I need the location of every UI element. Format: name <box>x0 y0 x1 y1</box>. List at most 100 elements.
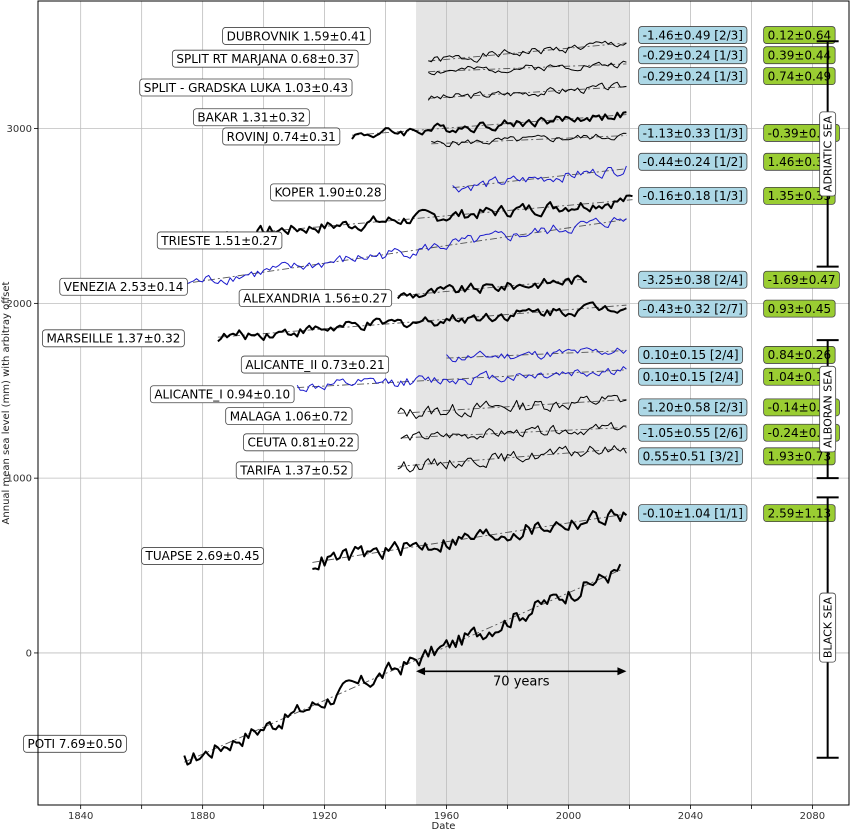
station-label-frame <box>243 433 359 452</box>
difference-box: -1.13±0.33 [1/3] <box>638 124 748 142</box>
difference-box: -1.05±0.55 [2/6] <box>638 423 748 442</box>
trend-line <box>452 168 627 189</box>
difference-box-text: -1.13±0.33 [1/3] <box>643 126 743 140</box>
difference-box-frame <box>638 186 748 205</box>
series-line <box>217 301 627 343</box>
station-label-frame <box>238 289 393 308</box>
recent-rate-box-frame <box>763 186 836 205</box>
region-label: BLACK SEA <box>819 592 837 663</box>
x-axis-label: Date <box>432 821 456 829</box>
region-bracket: ADRIATIC SEA <box>816 40 839 268</box>
region-label: ADRIATIC SEA <box>819 111 837 197</box>
trend-line <box>397 447 627 467</box>
recent-rate-box: 2.59±1.13 <box>763 504 836 523</box>
x-tick-label: 2080 <box>800 811 825 822</box>
series-line <box>351 111 627 140</box>
difference-box: -0.16±0.18 [1/3] <box>638 186 748 205</box>
region-label-frame <box>819 592 837 663</box>
station-label: MARSEILLE 1.37±0.32 <box>42 329 185 348</box>
recent-rate-box-text: 1.35±0.33 <box>768 189 832 203</box>
recent-rate-box: 0.12±0.64 <box>763 26 836 44</box>
difference-box-frame <box>638 270 748 289</box>
difference-box-frame <box>638 46 748 65</box>
station-label: ALICANTE_II 0.73±0.21 <box>240 355 390 374</box>
series-line <box>296 366 627 393</box>
difference-box-frame <box>638 447 744 466</box>
plot-frame <box>37 0 850 806</box>
station-label-frame <box>59 277 188 296</box>
x-tick-label: 2000 <box>556 811 581 822</box>
series-line <box>183 563 622 766</box>
y-tick-label: 3000 <box>7 124 32 135</box>
station-label: CEUTA 0.81±0.22 <box>243 433 359 452</box>
difference-box-frame <box>638 124 748 142</box>
difference-box-text: -1.05±0.55 [2/6] <box>643 426 743 440</box>
station-label: KOPER 1.90±0.28 <box>270 183 386 202</box>
recent-rate-box: 0.93±0.45 <box>763 299 836 318</box>
region-label-frame <box>819 111 837 197</box>
series-line <box>452 165 627 193</box>
station-label: ALEXANDRIA 1.56±0.27 <box>238 289 393 308</box>
station-label-frame <box>171 49 359 68</box>
difference-box-text: -1.20±0.58 [2/3] <box>643 401 743 415</box>
trend-line <box>428 63 627 73</box>
station-label-text: TUAPSE 2.69±0.45 <box>145 549 260 563</box>
station-label: SPLIT - GRADSKA LUKA 1.03±0.43 <box>139 78 353 97</box>
difference-box: -1.46±0.49 [2/3] <box>638 26 748 44</box>
recent-rate-box: 1.35±0.33 <box>763 186 836 205</box>
station-label-text: DUBROVNIK 1.59±0.41 <box>227 29 367 43</box>
recent-rate-box-text: 0.39±0.44 <box>768 48 832 62</box>
difference-box-text: 0.10±0.15 [2/4] <box>643 370 739 384</box>
station-label-frame <box>139 78 353 97</box>
station-label-text: TARIFA 1.37±0.52 <box>239 464 348 478</box>
station-label-frame <box>240 355 390 374</box>
recent-rate-box-text: 0.74±0.49 <box>768 69 832 83</box>
difference-box-text: -0.43±0.32 [2/7] <box>643 302 743 316</box>
region-label-text: ADRIATIC SEA <box>822 115 835 192</box>
station-label-frame <box>235 461 353 480</box>
y-tick-label: 2000 <box>7 299 32 310</box>
recent-rate-box: 0.84±0.26 <box>763 346 836 364</box>
station-label-frame <box>270 183 386 202</box>
difference-box: 0.10±0.15 [2/4] <box>638 367 744 386</box>
trend-line <box>397 399 627 414</box>
station-label-frame <box>23 734 127 753</box>
span-label: 70 years <box>493 674 550 689</box>
region-brackets: ADRIATIC SEA ALBORAN SEA BLACK SEA <box>816 40 839 759</box>
difference-box: -3.25±0.38 [2/4] <box>638 270 748 289</box>
station-label: TARIFA 1.37±0.52 <box>235 461 353 480</box>
station-label-text: ALICANTE_I 0.94±0.10 <box>154 388 290 402</box>
y-axis-label: Annual mean sea level (mm) with arbitray… <box>1 281 12 524</box>
trend-line <box>428 86 627 99</box>
station-label: VENEZIA 2.53±0.14 <box>59 277 188 296</box>
recent-rate-box-frame <box>763 299 836 318</box>
station-labels: DUBROVNIK 1.59±0.41 -1.46±0.49 [2/3] 0.12±… <box>23 26 840 753</box>
series-line <box>427 81 627 101</box>
station-label-text: KOPER 1.90±0.28 <box>274 186 381 200</box>
trend-line <box>297 369 627 388</box>
recent-rate-box-text: 2.59±1.13 <box>768 506 832 520</box>
station-label: ROVINJ 0.74±0.31 <box>222 127 341 146</box>
difference-box: -0.43±0.32 [2/7] <box>638 299 748 318</box>
series-line <box>397 274 588 300</box>
station-label: MALAGA 1.06±0.72 <box>225 407 353 426</box>
recent-rate-box-frame <box>763 46 836 65</box>
difference-box-text: -1.46±0.49 [2/3] <box>643 28 743 42</box>
station-label-frame <box>141 547 265 565</box>
station-label-frame <box>222 27 371 45</box>
station-label: DUBROVNIK 1.59±0.41 <box>222 27 371 45</box>
difference-box-frame <box>638 26 748 44</box>
recent-rate-box-text: 1.46±0.37 <box>768 155 832 169</box>
series-line <box>397 445 627 473</box>
series-line <box>446 347 627 363</box>
y-tick-label: 0 <box>26 648 32 659</box>
trend-line <box>397 278 587 297</box>
recent-rate-box-frame <box>763 67 836 86</box>
series-line <box>312 508 628 571</box>
series-lines <box>177 40 633 766</box>
recent-rate-box-frame <box>763 504 836 523</box>
station-label-text: ALICANTE_II 0.73±0.21 <box>245 358 384 372</box>
difference-box-frame <box>638 398 748 417</box>
span-arrow-right <box>617 667 627 676</box>
difference-box-text: 0.55±0.51 [3/2] <box>643 450 739 464</box>
